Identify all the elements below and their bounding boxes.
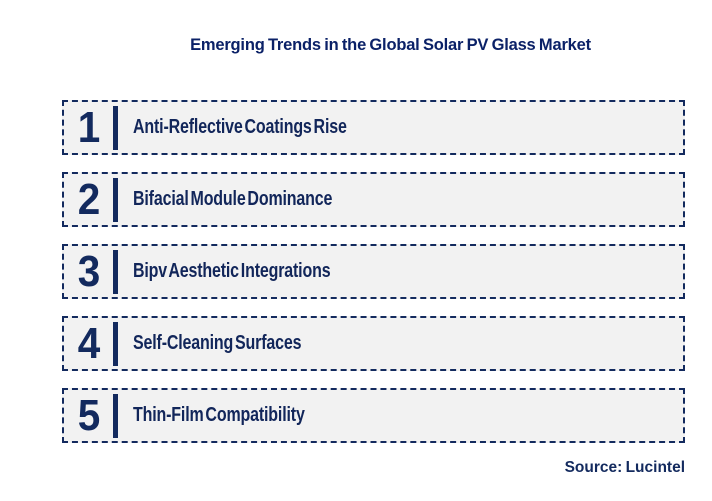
trend-box-2: 2 Bifacial Module Dominance xyxy=(62,172,685,227)
trend-label: Bifacial Module Dominance xyxy=(133,188,333,210)
trend-list: 1 Anti-Reflective Coatings Rise 2 Bifaci… xyxy=(62,100,685,460)
trend-rank: 3 xyxy=(77,246,101,296)
divider-bar xyxy=(113,393,118,438)
trend-label: Anti-Reflective Coatings Rise xyxy=(133,116,347,138)
divider-bar xyxy=(113,105,118,150)
divider-bar xyxy=(113,321,118,366)
trend-rank: 4 xyxy=(77,318,101,368)
source-credit: Source: Lucintel xyxy=(564,459,685,476)
page-title: Emerging Trends in the Global Solar PV G… xyxy=(190,36,591,54)
trend-box-1: 1 Anti-Reflective Coatings Rise xyxy=(62,100,685,155)
trend-label: Self-Cleaning Surfaces xyxy=(133,332,302,354)
trend-rank: 5 xyxy=(77,390,101,440)
trend-box-3: 3 Bipv Aesthetic Integrations xyxy=(62,244,685,299)
trend-box-5: 5 Thin-Film Compatibility xyxy=(62,388,685,443)
trend-rank: 1 xyxy=(77,102,101,152)
divider-bar xyxy=(113,177,118,222)
trend-label: Bipv Aesthetic Integrations xyxy=(133,260,331,282)
trend-box-4: 4 Self-Cleaning Surfaces xyxy=(62,316,685,371)
trend-rank: 2 xyxy=(77,174,101,224)
trend-label: Thin-Film Compatibility xyxy=(133,404,305,426)
divider-bar xyxy=(113,249,118,294)
